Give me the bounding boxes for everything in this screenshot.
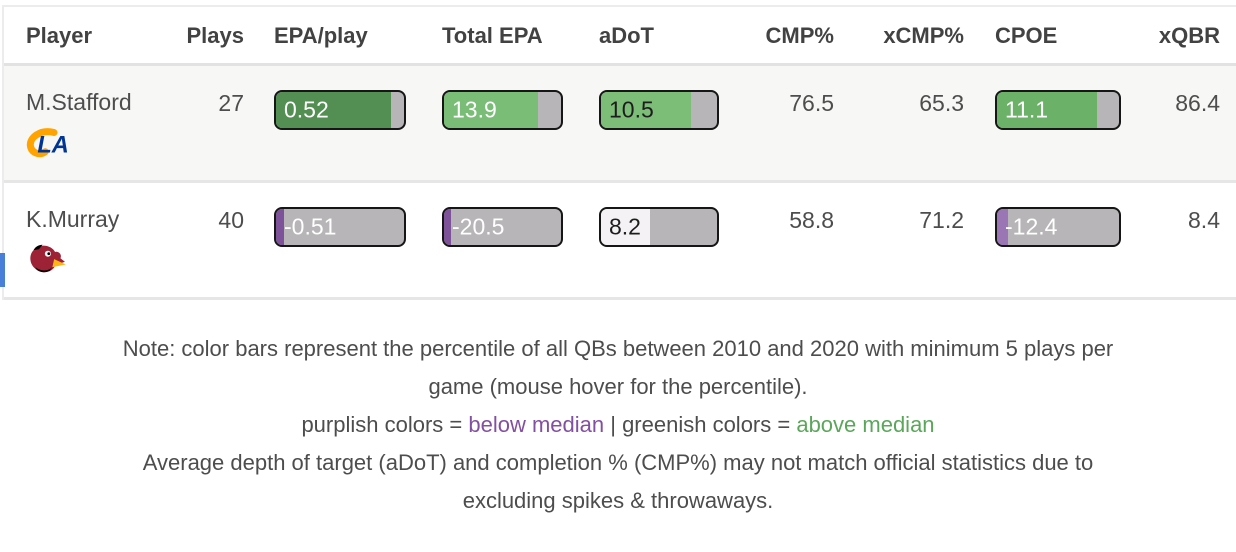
svg-text:LA: LA — [37, 133, 68, 159]
bar-fill — [444, 92, 538, 128]
table-row-murray: K.Murray 40 -0.51 — [4, 181, 1236, 299]
cpoe-percentile-bar[interactable]: 11.1 — [995, 90, 1121, 130]
epa-play-percentile-bar[interactable]: 0.52 — [274, 90, 406, 130]
total-epa-percentile-bar[interactable]: 13.9 — [442, 90, 563, 130]
column-header-xcmp: xCMP% — [840, 7, 970, 65]
player-cell: K.Murray — [4, 182, 160, 299]
table-row-stafford: M.Stafford LA 27 0.52 13.9 — [4, 64, 1236, 182]
xqbr-value: 8.4 — [1188, 207, 1220, 233]
bar-value: -12.4 — [1005, 213, 1058, 240]
player-name: M.Stafford — [26, 89, 132, 115]
bar-fill — [276, 92, 392, 128]
cardinals-team-logo-icon — [30, 244, 66, 273]
column-header-total-epa: Total EPA — [412, 7, 570, 65]
column-header-epa-play: EPA/play — [244, 7, 412, 65]
bar-fill — [997, 209, 1008, 245]
header-row: Player Plays EPA/play Total EPA aDoT CMP… — [4, 7, 1236, 65]
cpoe-percentile-bar[interactable]: -12.4 — [995, 207, 1121, 247]
player-name: K.Murray — [26, 206, 120, 232]
plays-value: 40 — [218, 207, 244, 233]
legend-above-median: above median — [796, 412, 935, 437]
bar-value: 11.1 — [1005, 96, 1049, 123]
bar-value: 10.5 — [609, 96, 654, 123]
column-header-plays: Plays — [160, 7, 244, 65]
bar-value: -20.5 — [452, 213, 505, 240]
bar-value: 8.2 — [609, 213, 641, 240]
rams-team-logo-icon: LA — [26, 128, 69, 159]
cmp-value: 58.8 — [789, 207, 834, 233]
bar-fill — [601, 92, 692, 128]
legend-separator: | — [604, 412, 623, 437]
legend-purple-prefix: purplish colors = — [301, 412, 469, 437]
footnote-block: Note: color bars represent the percentil… — [0, 330, 1236, 520]
xqbr-value: 86.4 — [1175, 90, 1220, 116]
total-epa-percentile-bar[interactable]: -20.5 — [442, 207, 563, 247]
bar-value: -0.51 — [284, 213, 337, 240]
adot-percentile-bar[interactable]: 8.2 — [599, 207, 719, 247]
column-header-player: Player — [4, 7, 160, 65]
xcmp-value: 71.2 — [919, 207, 964, 233]
column-header-cpoe: CPOE — [970, 7, 1130, 65]
bar-fill — [997, 92, 1098, 128]
bar-value: 0.52 — [284, 96, 329, 123]
qb-stats-table: Player Plays EPA/play Total EPA aDoT CMP… — [2, 5, 1236, 300]
player-cell: M.Stafford LA — [4, 65, 160, 182]
left-edge-scroll-fragment — [0, 253, 5, 287]
bar-fill — [276, 209, 284, 245]
column-header-xqbr: xQBR — [1130, 7, 1236, 65]
legend-below-median: below median — [468, 412, 605, 437]
bar-value: 13.9 — [452, 96, 497, 123]
note-line-4: Average depth of target (aDoT) and compl… — [142, 450, 1094, 475]
epa-play-percentile-bar[interactable]: -0.51 — [274, 207, 406, 247]
plays-value: 27 — [218, 90, 244, 116]
column-header-adot: aDoT — [570, 7, 726, 65]
cmp-value: 76.5 — [789, 90, 834, 116]
adot-percentile-bar[interactable]: 10.5 — [599, 90, 719, 130]
note-legend-line: purplish colors = below median | greenis… — [0, 406, 1236, 444]
legend-green-prefix: greenish colors = — [622, 412, 797, 437]
xcmp-value: 65.3 — [919, 90, 964, 116]
note-line-5: excluding spikes & throwaways. — [462, 488, 774, 513]
bar-fill — [444, 209, 452, 245]
bar-fill — [601, 209, 650, 245]
note-line-1: Note: color bars represent the percentil… — [122, 336, 1114, 361]
note-line-2: game (mouse hover for the percentile). — [428, 374, 808, 399]
column-header-cmp: CMP% — [726, 7, 840, 65]
